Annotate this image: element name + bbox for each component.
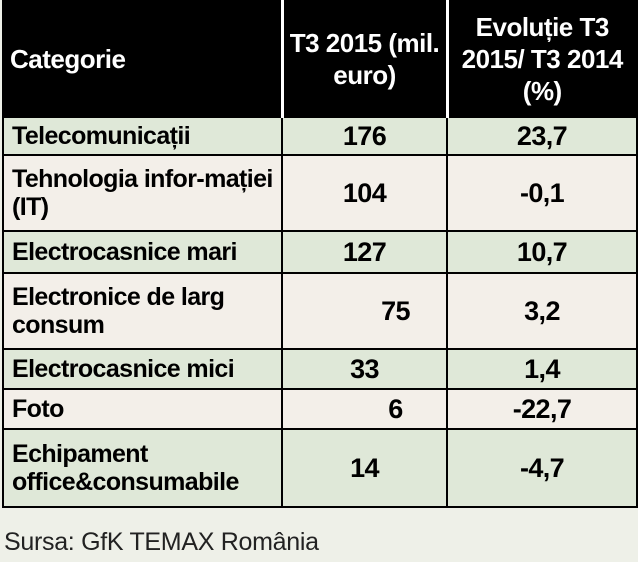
change-cell: -22,7 xyxy=(446,388,638,430)
value-cell: 176 xyxy=(281,116,448,156)
column-header-category: Categorie xyxy=(2,0,283,118)
change-cell: 10,7 xyxy=(446,230,638,274)
table-row: Tehnologia infor-mației (IT) 104 -0,1 xyxy=(2,154,638,232)
table-row: Telecomunicații 176 23,7 xyxy=(2,116,638,156)
data-table: Categorie T3 2015 (mil. euro) Evoluție T… xyxy=(2,0,638,508)
category-cell: Foto xyxy=(2,388,283,430)
category-cell: Electronice de larg consum xyxy=(2,272,283,350)
table-row: Electrocasnice mici 33 1,4 xyxy=(2,348,638,390)
category-cell: Electrocasnice mici xyxy=(2,348,283,390)
value-cell: 104 xyxy=(281,154,448,232)
table-row: Electrocasnice mari 127 10,7 xyxy=(2,230,638,274)
value-cell: 6 xyxy=(281,388,448,430)
value-cell: 75 xyxy=(281,272,448,350)
category-cell: Telecomunicații xyxy=(2,116,283,156)
table-row: Foto 6 -22,7 xyxy=(2,388,638,430)
value-cell: 14 xyxy=(281,428,448,508)
source-note: Sursa: GfK TEMAX România xyxy=(4,528,319,556)
category-cell: Echipament office&consumabile xyxy=(2,428,283,508)
column-header-change: Evoluție T3 2015/ T3 2014 (%) xyxy=(445,0,638,118)
value-cell: 33 xyxy=(281,348,448,390)
category-cell: Electrocasnice mari xyxy=(2,230,283,274)
table-row: Echipament office&consumabile 14 -4,7 xyxy=(2,428,638,508)
table-row: Electronice de larg consum 75 3,2 xyxy=(2,272,638,350)
change-cell: -4,7 xyxy=(446,428,638,508)
header-row: Categorie T3 2015 (mil. euro) Evoluție T… xyxy=(2,0,638,118)
change-cell: 23,7 xyxy=(446,116,638,156)
change-cell: 1,4 xyxy=(446,348,638,390)
value-cell: 127 xyxy=(281,230,448,274)
change-cell: 3,2 xyxy=(446,272,638,350)
change-cell: -0,1 xyxy=(446,154,638,232)
category-cell: Tehnologia infor-mației (IT) xyxy=(2,154,283,232)
column-header-value: T3 2015 (mil. euro) xyxy=(280,0,448,118)
